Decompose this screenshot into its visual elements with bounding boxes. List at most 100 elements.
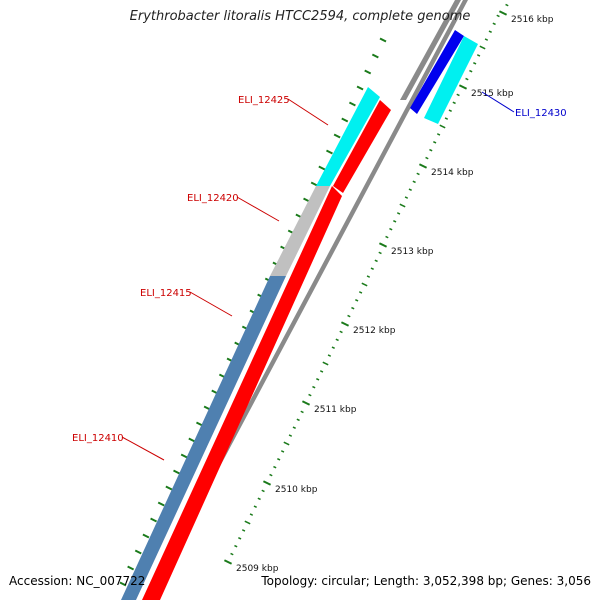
ruler-minor-tick (253, 505, 257, 509)
outer-ruler-tick (173, 469, 180, 475)
ruler-minor-tick (479, 45, 486, 50)
ruler-tick-label: 2511 kbp (314, 405, 357, 415)
outer-ruler-tick (180, 453, 188, 459)
accession-text: Accession: NC_007722 (9, 574, 146, 588)
outer-ruler-tick (348, 101, 356, 107)
outer-ruler-tick (341, 117, 349, 123)
ruler-minor-tick (261, 489, 265, 493)
ruler-minor-tick (300, 410, 304, 414)
ruler-minor-tick (408, 188, 412, 192)
gene-label[interactable]: ELI_12415 (140, 288, 192, 299)
ruler-tick-label: 2514 kbp (431, 168, 474, 178)
ruler-minor-tick (339, 330, 343, 334)
gene-label[interactable]: ELI_12420 (187, 193, 239, 204)
ruler-minor-tick (257, 497, 261, 501)
outer-ruler-tick (150, 517, 158, 523)
ruler-minor-tick (249, 513, 254, 516)
outer-ruler-tick (333, 133, 341, 139)
ruler-minor-tick (319, 370, 324, 373)
outer-ruler-tick (326, 149, 333, 155)
gene-label[interactable]: ELI_12410 (72, 433, 124, 444)
ruler-minor-tick (456, 93, 460, 97)
ruler-minor-tick (283, 441, 290, 446)
ruler-minor-tick (374, 259, 378, 263)
ruler-minor-tick (273, 465, 277, 469)
ruler-minor-tick (238, 536, 242, 540)
ruler-minor-tick (230, 552, 234, 556)
ruler-major-tick (340, 321, 350, 327)
ruler-major-tick (378, 242, 388, 248)
ruler-minor-tick (288, 434, 293, 437)
ruler-minor-tick (436, 133, 441, 136)
outer-ruler-tick (188, 437, 196, 443)
gene-leader-line (189, 291, 233, 317)
ruler-major-tick (458, 84, 468, 90)
ruler-major-tick (262, 480, 272, 486)
ruler-minor-tick (347, 314, 351, 318)
ruler-minor-tick (385, 235, 389, 239)
ruler-major-tick (301, 400, 311, 406)
ruler-minor-tick (234, 544, 238, 548)
feature-cyan-left[interactable] (316, 87, 380, 186)
ruler-minor-tick (269, 473, 273, 477)
feature-blue-reverse[interactable] (410, 30, 464, 114)
gene-label[interactable]: ELI_12425 (238, 95, 290, 106)
ruler-minor-tick (389, 227, 393, 231)
feature-cyan-right[interactable] (424, 36, 478, 124)
ruler-minor-tick (488, 30, 492, 34)
ruler-minor-tick (322, 361, 329, 366)
ruler-minor-tick (469, 69, 473, 73)
ruler-minor-tick (292, 426, 296, 430)
ruler-major-tick (223, 559, 233, 565)
ruler-minor-tick (399, 203, 406, 208)
feature-steelblue[interactable] (121, 276, 286, 600)
gene-label[interactable]: ELI_12430 (515, 108, 567, 119)
ruler-minor-tick (465, 77, 469, 81)
ruler-minor-tick (312, 385, 316, 389)
ruler-minor-tick (473, 61, 477, 65)
ruler-minor-tick (327, 354, 332, 357)
ruler-minor-tick (335, 338, 339, 342)
outer-ruler-tick (196, 421, 203, 427)
feature-red-upper-forward[interactable] (333, 100, 391, 193)
outer-ruler-tick (371, 53, 379, 59)
ruler-minor-tick (416, 172, 420, 176)
backbone-upper (400, 0, 461, 100)
ruler-minor-tick (361, 282, 368, 287)
ruler-minor-tick (277, 457, 281, 461)
summary-text: Topology: circular; Length: 3,052,398 bp… (261, 574, 591, 588)
ruler-tick-label: 2515 kbp (471, 89, 514, 99)
outer-ruler-tick (134, 549, 142, 555)
ruler-minor-tick (484, 38, 489, 41)
outer-ruler-tick (142, 533, 150, 539)
gene-leader-line (287, 98, 329, 126)
ruler-minor-tick (444, 117, 449, 120)
ruler-minor-tick (396, 212, 401, 215)
ruler-minor-tick (351, 306, 355, 310)
outer-ruler-tick (127, 565, 135, 571)
ruler-minor-tick (448, 109, 452, 113)
ruler-minor-tick (241, 529, 246, 532)
ruler-tick-label: 2516 kbp (511, 15, 554, 25)
ruler-minor-tick (378, 251, 382, 255)
ruler-minor-tick (492, 22, 496, 26)
outer-ruler-tick (318, 165, 326, 171)
gene-leader-line (121, 436, 165, 461)
ruler-tick-label: 2513 kbp (391, 247, 434, 257)
ruler-major-tick (498, 10, 508, 16)
outer-ruler-tick (356, 85, 364, 91)
ruler-minor-tick (433, 140, 437, 144)
map-title: Erythrobacter litoralis HTCC2594, comple… (129, 9, 471, 24)
ruler-minor-tick (429, 148, 433, 152)
ruler-minor-tick (404, 196, 409, 199)
feature-gray[interactable] (270, 186, 330, 276)
outer-ruler-tick (310, 181, 318, 187)
ruler-minor-tick (476, 54, 481, 57)
ruler-minor-tick (355, 298, 359, 302)
ruler-minor-tick (439, 124, 446, 129)
gene-leader-line (236, 196, 280, 222)
feature-red-lower-forward[interactable] (142, 186, 342, 600)
ruler-minor-tick (366, 275, 371, 278)
